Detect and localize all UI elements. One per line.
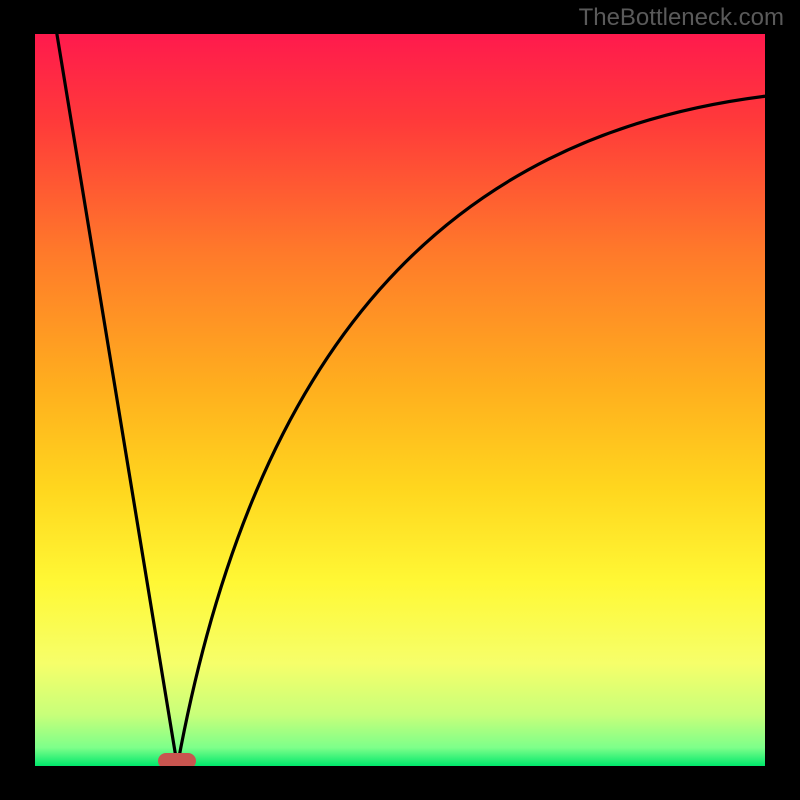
optimal-point-marker bbox=[158, 753, 196, 766]
plot-area bbox=[35, 34, 765, 766]
bottleneck-curve bbox=[35, 34, 765, 766]
attribution-watermark: TheBottleneck.com bbox=[579, 4, 784, 32]
curve-path bbox=[57, 34, 765, 766]
chart-canvas: TheBottleneck.com bbox=[0, 0, 800, 800]
